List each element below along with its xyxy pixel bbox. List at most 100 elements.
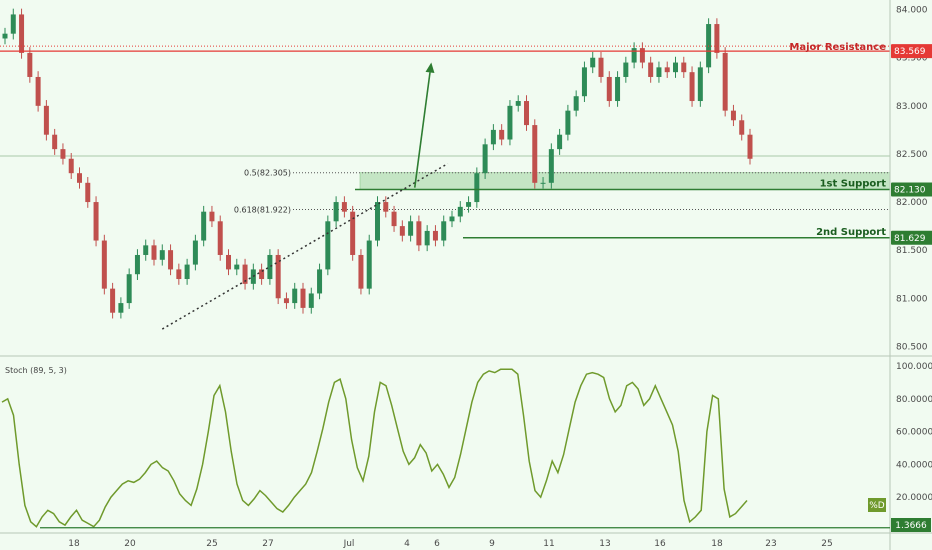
- fib-618-label: 0.618(81.922): [234, 206, 291, 215]
- candle-body: [730, 110, 736, 121]
- stochastic-level-value: 1.3666: [895, 521, 927, 531]
- candle-body: [126, 274, 132, 304]
- candle-body: [201, 211, 207, 241]
- candle-body: [259, 269, 265, 280]
- price-tick-label: 83.500: [896, 54, 928, 64]
- price-tick-label: 81.500: [896, 246, 928, 256]
- second-support-price-value: 81.629: [894, 234, 926, 244]
- candle-body: [43, 105, 49, 135]
- candle-body: [515, 101, 521, 106]
- second-support-price-badge: 81.629: [891, 230, 932, 245]
- time-tick-label: 13: [599, 539, 610, 549]
- candle-body: [590, 57, 596, 68]
- major-resistance-label: Major Resistance: [789, 42, 886, 53]
- candle-body: [209, 211, 215, 222]
- candle-body: [2, 33, 8, 39]
- price-tick-label: 84.000: [896, 6, 928, 16]
- candle-body: [432, 230, 438, 241]
- time-tick-label: 18: [68, 539, 80, 549]
- support-zone: [359, 172, 891, 190]
- candle-body: [739, 120, 745, 135]
- price-panel[interactable]: 0.5(82.305) 0.618(81.922) Major Resistan…: [0, 8, 891, 330]
- candle-body: [631, 48, 637, 63]
- candle-body: [341, 202, 347, 212]
- time-tick-label: 4: [404, 539, 410, 549]
- candle-body: [184, 264, 190, 280]
- time-axis[interactable]: 18 20 25 27 Jul 4 6 9 11 13 16 18 23 25: [68, 539, 832, 549]
- candle-body: [697, 67, 703, 102]
- candle-body: [118, 303, 124, 313]
- candle-body: [474, 173, 480, 203]
- time-tick-label: 11: [543, 539, 554, 549]
- candle-body: [308, 293, 314, 308]
- candle-body: [176, 269, 182, 280]
- candle-body: [689, 72, 695, 102]
- candle-body: [300, 288, 306, 308]
- candle-body: [648, 62, 654, 77]
- candle-body: [10, 14, 16, 34]
- candle-body: [77, 173, 82, 183]
- candle-body: [416, 221, 422, 246]
- candle-body: [540, 182, 546, 184]
- projection-arrow: [413, 72, 431, 188]
- candle-body: [52, 134, 58, 150]
- candle-body: [19, 14, 25, 53]
- candle-body: [524, 101, 529, 126]
- stochastic-tick-label: 20.0000: [896, 493, 932, 503]
- candle-body: [93, 202, 99, 241]
- candle-body: [482, 144, 488, 174]
- candle-body: [333, 202, 339, 222]
- candle-body: [192, 240, 198, 265]
- candle-body: [490, 129, 496, 145]
- fib-50-label: 0.5(82.305): [244, 169, 291, 178]
- candle-body: [623, 62, 629, 77]
- time-tick-label: 25: [206, 539, 217, 549]
- candle-body: [606, 76, 612, 102]
- time-tick-label: 6: [434, 539, 440, 549]
- candle-body: [325, 221, 331, 270]
- stochastic-tick-label: 60.0000: [896, 428, 932, 438]
- candle-body: [681, 62, 687, 73]
- candle-body: [664, 67, 670, 73]
- candle-body: [466, 202, 472, 207]
- candle-body: [747, 134, 753, 159]
- candle-body: [408, 221, 414, 236]
- candle-body: [557, 134, 563, 150]
- stochastic-legend-label: %D: [869, 501, 885, 511]
- candle-body: [151, 245, 157, 260]
- candle-body: [565, 110, 571, 135]
- candle-body: [159, 250, 165, 260]
- price-tick-label: 81.000: [896, 294, 928, 304]
- candle-body: [639, 48, 645, 63]
- candle-body: [168, 250, 174, 270]
- candle-body: [317, 269, 323, 294]
- time-tick-label: 16: [654, 539, 666, 549]
- candle-body: [722, 52, 728, 111]
- first-support-price-badge: 82.130: [891, 182, 932, 197]
- candle-body: [27, 52, 33, 77]
- stochastic-tick-label: 40.0000: [896, 460, 932, 470]
- price-tick-label: 82.500: [896, 150, 928, 160]
- stochastic-d-line: [1, 368, 748, 528]
- candle-body: [457, 206, 463, 217]
- candle-body: [358, 254, 364, 289]
- time-tick-label: 18: [711, 539, 723, 549]
- candle-body: [267, 254, 273, 280]
- candle-body: [292, 288, 298, 304]
- second-support-label: 2nd Support: [816, 227, 886, 238]
- stochastic-panel[interactable]: Stoch (89, 5, 3) 100.0000 80.0000 60.0000 4…: [1, 362, 932, 532]
- candle-body: [391, 211, 397, 227]
- candle-body: [350, 211, 356, 255]
- projection-arrow-head: [425, 62, 435, 74]
- candle-body: [35, 76, 41, 106]
- candle-body: [532, 125, 538, 183]
- first-support-label: 1st Support: [820, 179, 887, 190]
- time-tick-label: 25: [821, 539, 832, 549]
- candle-body: [375, 202, 380, 241]
- candle-body: [507, 105, 513, 140]
- resistance-price-value: 83.569: [894, 47, 926, 57]
- candle-body: [656, 67, 662, 77]
- price-axis[interactable]: 84.000 83.500 83.000 82.500 82.000 81.500 81.0…: [896, 6, 928, 353]
